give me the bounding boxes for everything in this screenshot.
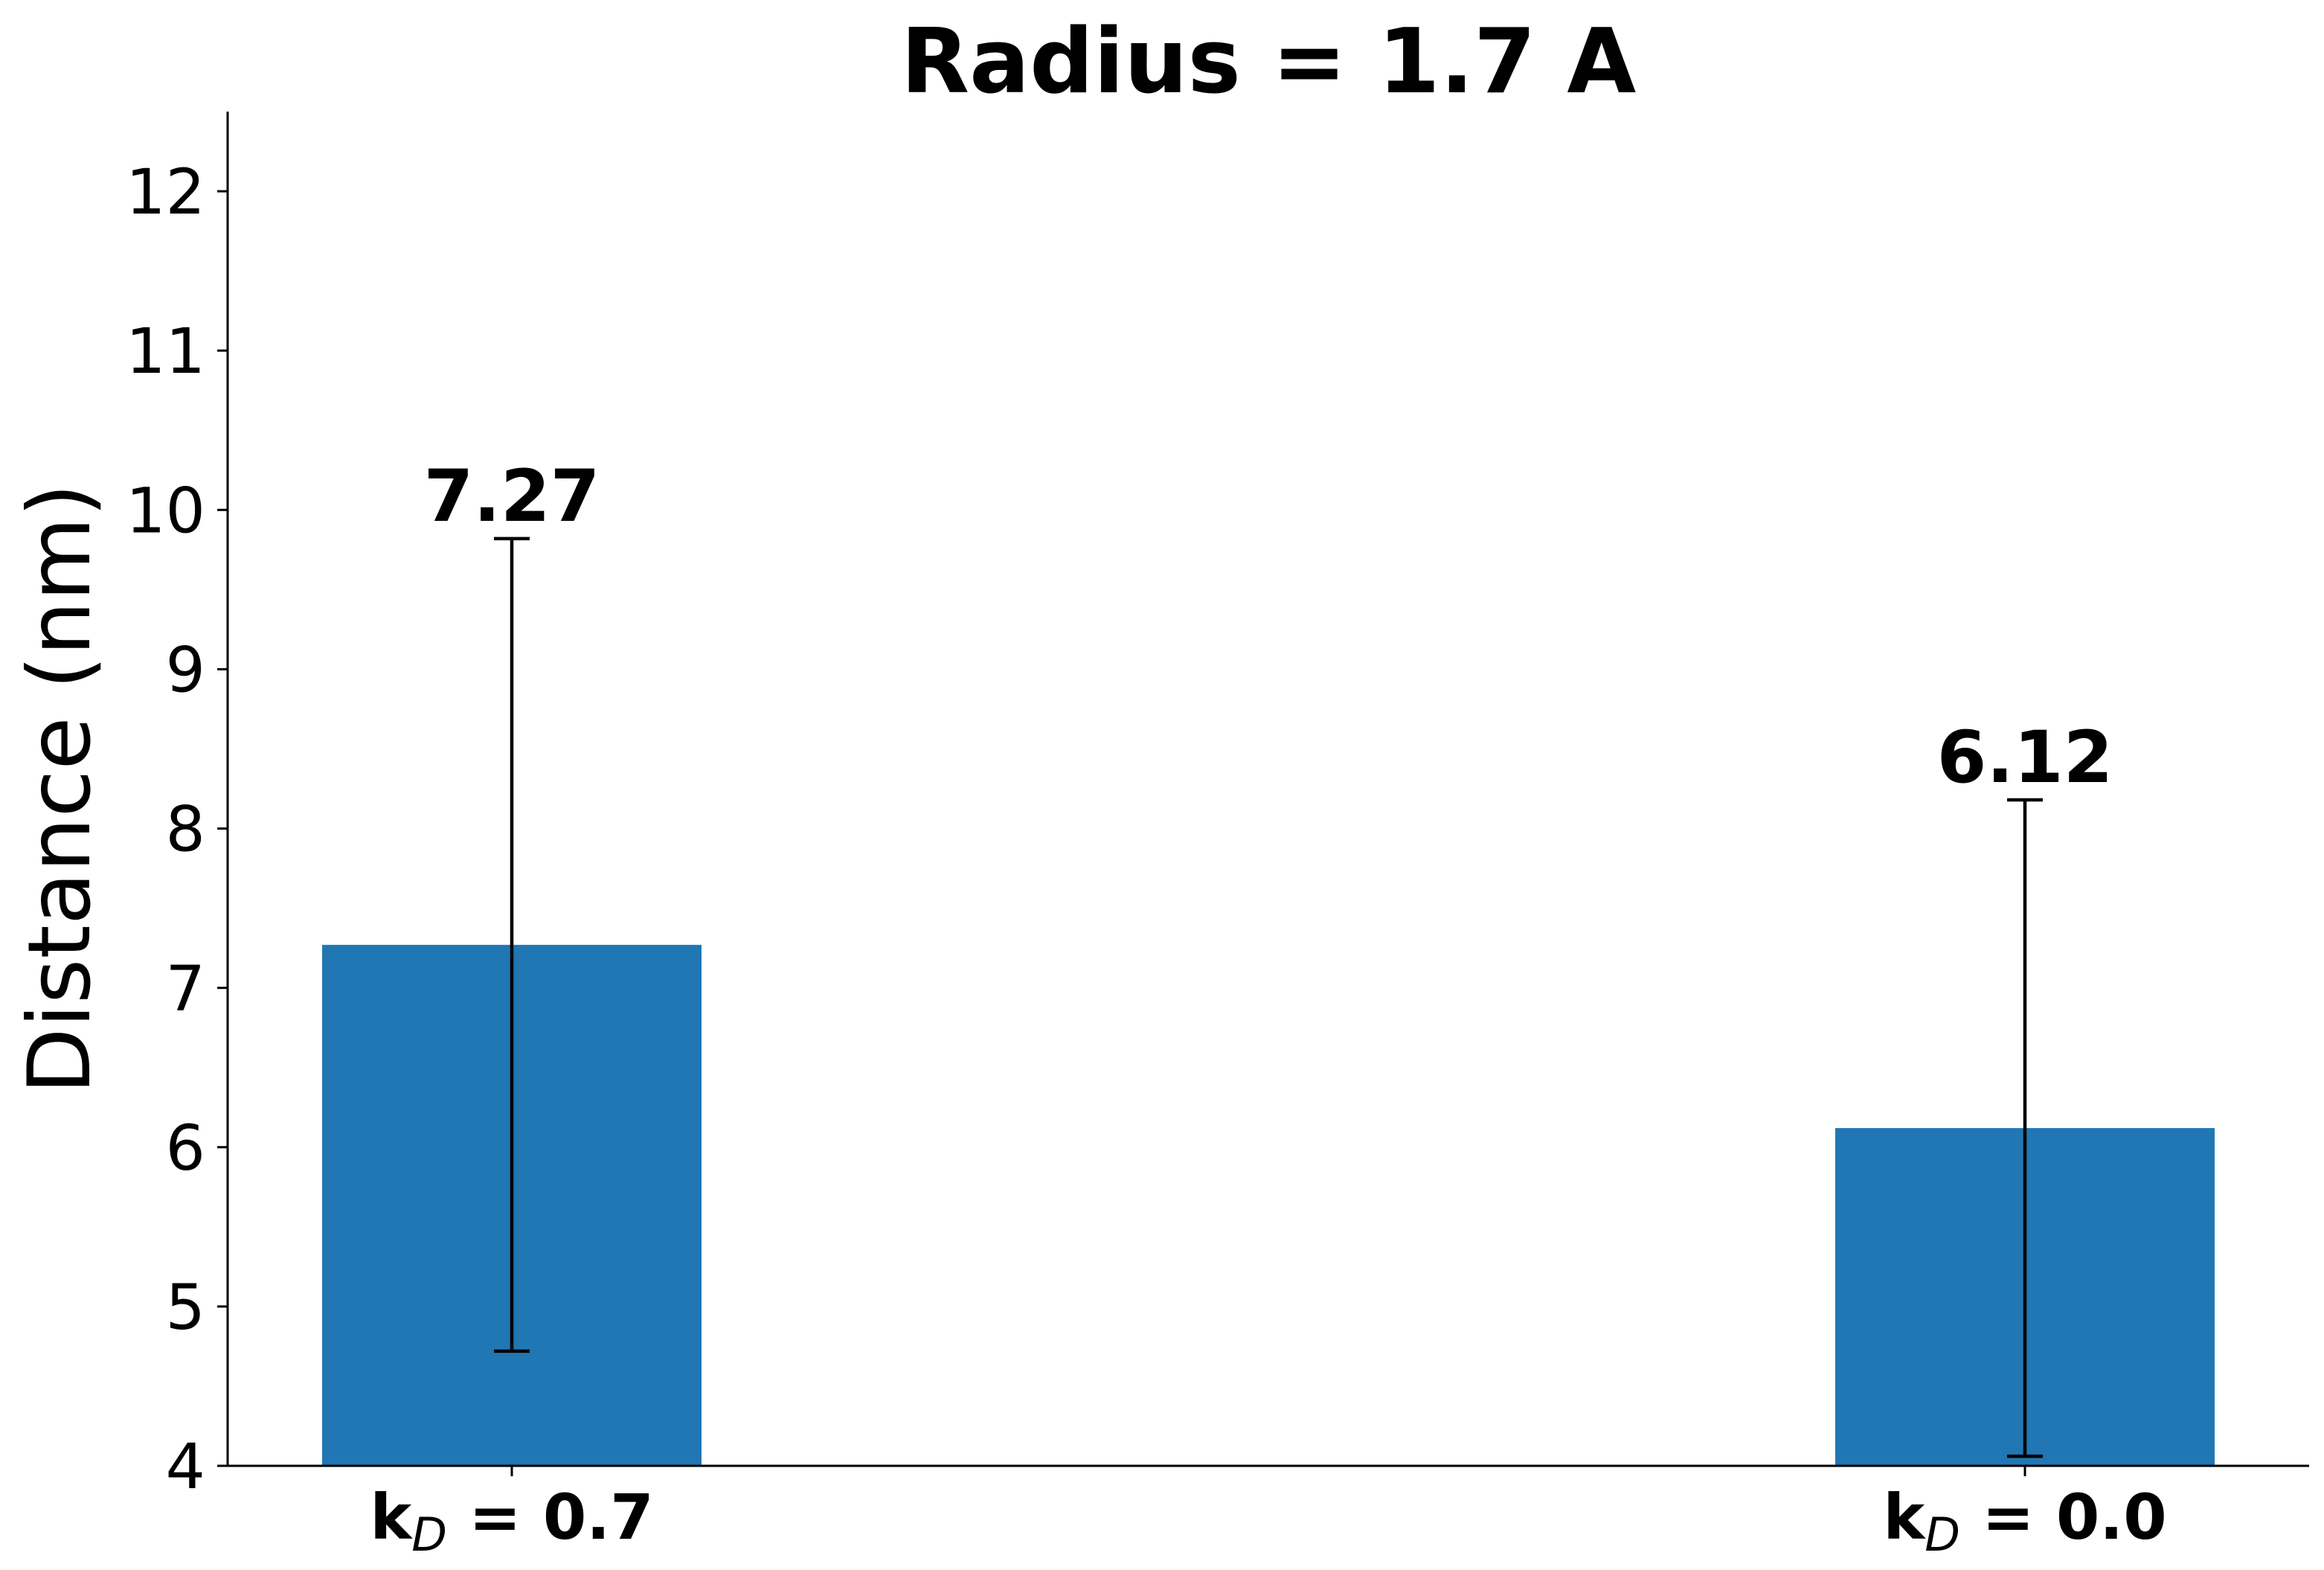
error-bars-layer bbox=[494, 536, 2043, 1458]
y-tick-label: 5 bbox=[166, 1271, 205, 1344]
y-tick-label: 7 bbox=[166, 952, 205, 1025]
value-label-1: 6.12 bbox=[1937, 716, 2113, 799]
y-axis-label: Distance (nm) bbox=[10, 483, 110, 1094]
bars-layer bbox=[322, 944, 2215, 1466]
y-tick-label: 10 bbox=[126, 474, 205, 547]
y-tick-label: 9 bbox=[166, 633, 205, 706]
chart-title: Radius = 1.7 A bbox=[901, 10, 1637, 114]
value-label-0: 7.27 bbox=[424, 455, 600, 538]
x-tick-label: kD = 0.0 bbox=[1883, 1481, 2166, 1562]
value-labels-layer: 7.27 6.12 bbox=[424, 455, 2113, 799]
x-tick-label: kD = 0.7 bbox=[370, 1481, 653, 1562]
axes-layer: 4 5 6 7 8 9 10 11 12 kD = 0.7 kD = 0.0 bbox=[126, 112, 2309, 1562]
y-tick-label: 6 bbox=[166, 1112, 205, 1185]
y-tick-label: 8 bbox=[166, 793, 205, 866]
y-tick-label: 4 bbox=[166, 1430, 205, 1503]
y-tick-label: 11 bbox=[126, 315, 205, 388]
y-tick-label: 12 bbox=[126, 156, 205, 228]
